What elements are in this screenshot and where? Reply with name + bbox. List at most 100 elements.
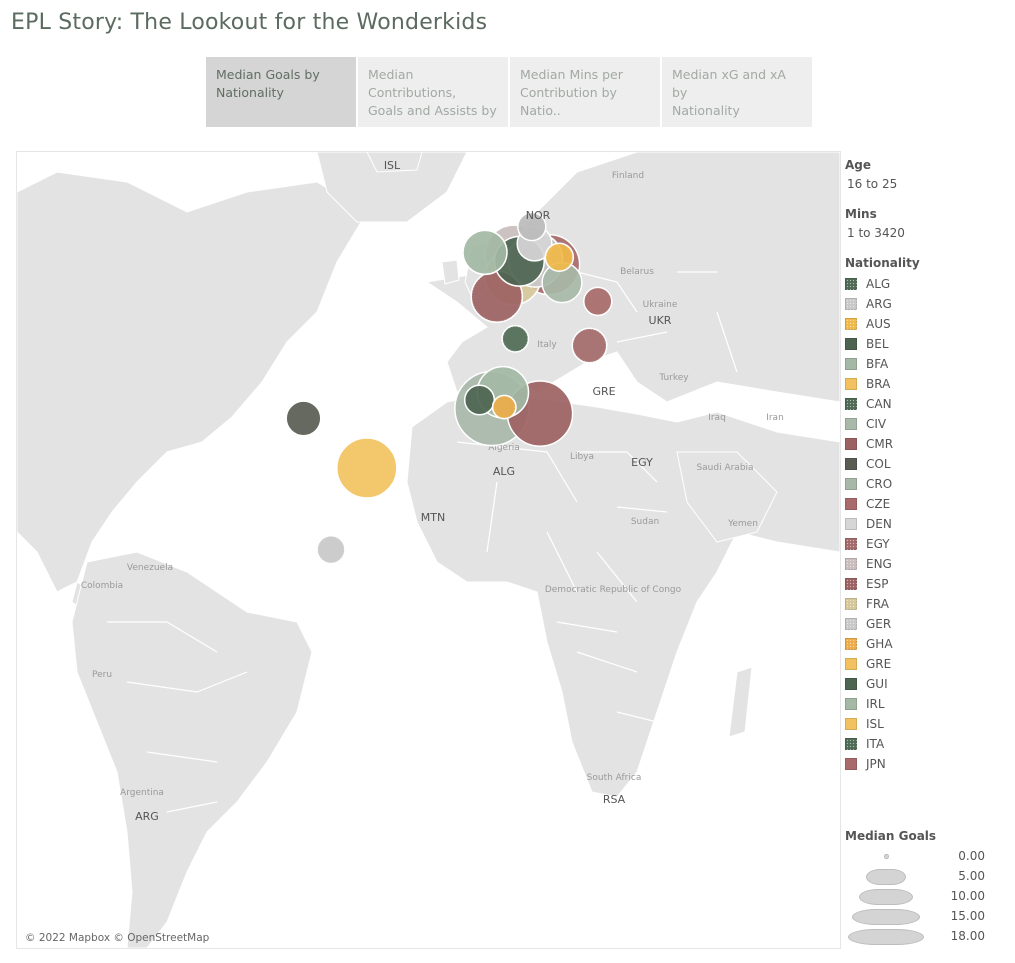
legend-item-civ[interactable]: CIV	[845, 414, 1010, 434]
dashboard-title: EPL Story: The Lookout for the Wonderkid…	[11, 10, 488, 35]
legend-item-arg[interactable]: ARG	[845, 294, 1010, 314]
size-legend-shape	[848, 929, 924, 945]
legend-item-fra[interactable]: FRA	[845, 594, 1010, 614]
legend-swatch	[845, 638, 857, 650]
legend-label: AUS	[866, 317, 891, 331]
mins-value: 1 to 3420	[847, 226, 905, 240]
geo-label: Yemen	[727, 519, 758, 529]
legend-item-col[interactable]: COL	[845, 454, 1010, 474]
legend-swatch	[845, 418, 857, 430]
size-legend-shape	[859, 889, 913, 905]
age-filter[interactable]: Age 16 to 25	[845, 158, 1010, 191]
country-label-egy: EGY	[631, 456, 653, 469]
legend-item-ita[interactable]: ITA	[845, 734, 1010, 754]
legend-item-cmr[interactable]: CMR	[845, 434, 1010, 454]
map-canvas[interactable]: Finland Belarus Ukraine Italy Iraq Iran Libya S…	[17, 152, 840, 948]
legend-item-alg[interactable]: ALG	[845, 274, 1010, 294]
legend-label: BRA	[866, 377, 891, 391]
geo-label: Sudan	[631, 517, 659, 527]
bubble-texture	[493, 396, 516, 419]
geo-label: Peru	[92, 670, 112, 680]
geo-label: Saudi Arabia	[696, 463, 753, 473]
tab-median-mins[interactable]: Median Mins per Contribution by Natio..	[510, 57, 660, 127]
bubble-arg[interactable]	[316, 534, 346, 565]
legend-item-bel[interactable]: BEL	[845, 334, 1010, 354]
legend-label: BFA	[866, 357, 889, 371]
bubble-aus[interactable]	[544, 242, 575, 272]
legend-item-eng[interactable]: ENG	[845, 554, 1010, 574]
landmasses	[17, 152, 840, 948]
legend-swatch	[845, 438, 857, 450]
legend-item-egy[interactable]: EGY	[845, 534, 1010, 554]
legend-item-can[interactable]: CAN	[845, 394, 1010, 414]
legend-label: CIV	[866, 417, 887, 431]
country-labels: ISL NOR UKR GRE ALG EGY MTN ARG RSA	[135, 159, 672, 823]
legend-label: GHA	[866, 637, 893, 651]
bubble-gui[interactable]	[463, 384, 496, 416]
legend-item-jpn[interactable]: JPN	[845, 754, 1010, 774]
bubble-texture	[572, 328, 607, 363]
bubble-irl[interactable]	[462, 229, 508, 276]
legend-label: JPN	[866, 757, 886, 771]
legend-label: ITA	[866, 737, 885, 751]
legend-item-den[interactable]: DEN	[845, 514, 1010, 534]
legend-item-cze[interactable]: CZE	[845, 494, 1010, 514]
legend-swatch	[845, 678, 857, 690]
landmass-madagascar	[728, 666, 753, 738]
legend-swatch	[845, 698, 857, 710]
legend-label: GUI	[866, 677, 888, 691]
legend-item-gha[interactable]: GHA	[845, 634, 1010, 654]
geo-label: Belarus	[620, 267, 654, 277]
country-label-arg: ARG	[135, 810, 159, 823]
bubble-jpn[interactable]	[583, 286, 613, 317]
mins-label: Mins	[845, 207, 877, 221]
tab-median-xg-xa[interactable]: Median xG and xA by Nationality	[662, 57, 812, 127]
landmass-iceland	[366, 152, 423, 173]
bubble-texture	[545, 243, 573, 271]
bubble-col[interactable]	[285, 400, 322, 437]
country-label-nor: NOR	[526, 209, 551, 222]
geo-label: Venezuela	[127, 563, 173, 573]
legend-item-bra[interactable]: BRA	[845, 374, 1010, 394]
legend-item-gre[interactable]: GRE	[845, 654, 1010, 674]
legend-item-bfa[interactable]: BFA	[845, 354, 1010, 374]
size-legend-shape	[866, 869, 906, 885]
geo-label: Algeria	[488, 443, 520, 453]
bubble-texture	[471, 271, 522, 322]
country-label-mtn: MTN	[421, 511, 445, 524]
legend-swatch	[845, 738, 857, 750]
bubble-texture	[502, 326, 528, 352]
legend-item-esp[interactable]: ESP	[845, 574, 1010, 594]
legend-item-gui[interactable]: GUI	[845, 674, 1010, 694]
legend-item-isl[interactable]: ISL	[845, 714, 1010, 734]
bubble-gha[interactable]	[491, 394, 517, 420]
bubble-egy[interactable]	[571, 327, 608, 364]
bubble-nor[interactable]	[517, 211, 547, 242]
geo-label: Ukraine	[643, 300, 678, 310]
bubble-bra[interactable]	[336, 437, 398, 499]
legend-swatch	[845, 718, 857, 730]
legend-swatch	[845, 518, 857, 530]
tab-median-goals[interactable]: Median Goals by Nationality	[206, 57, 356, 127]
legend-swatch	[845, 658, 857, 670]
legend-label: IRL	[866, 697, 885, 711]
legend-label: ENG	[866, 557, 892, 571]
world-map[interactable]: Finland Belarus Ukraine Italy Iraq Iran Libya S…	[16, 151, 841, 949]
legend-label: ALG	[866, 277, 891, 291]
legend-panel: Age 16 to 25 Mins 1 to 3420 Nationality …	[845, 158, 1010, 774]
bubble-alg[interactable]	[501, 324, 530, 353]
legend-item-aus[interactable]: AUS	[845, 314, 1010, 334]
legend-label: BEL	[866, 337, 889, 351]
legend-item-cro[interactable]: CRO	[845, 474, 1010, 494]
mins-filter[interactable]: Mins 1 to 3420	[845, 207, 1010, 240]
legend-swatch	[845, 298, 857, 310]
legend-item-irl[interactable]: IRL	[845, 694, 1010, 714]
legend-swatch	[845, 318, 857, 330]
size-legend: Median Goals 0.00 5.00 10.00 15.00 18.00	[845, 829, 1015, 946]
geo-label: Libya	[570, 452, 594, 462]
tab-median-contributions[interactable]: Median Contributions, Goals and Assists …	[358, 57, 508, 127]
legend-label: COL	[866, 457, 891, 471]
nationality-legend: ALG ARG AUS BEL BFA BRA CAN CIV CMR COL CRO CZE DEN E…	[845, 274, 1010, 774]
legend-label: GER	[866, 617, 892, 631]
legend-item-ger[interactable]: GER	[845, 614, 1010, 634]
